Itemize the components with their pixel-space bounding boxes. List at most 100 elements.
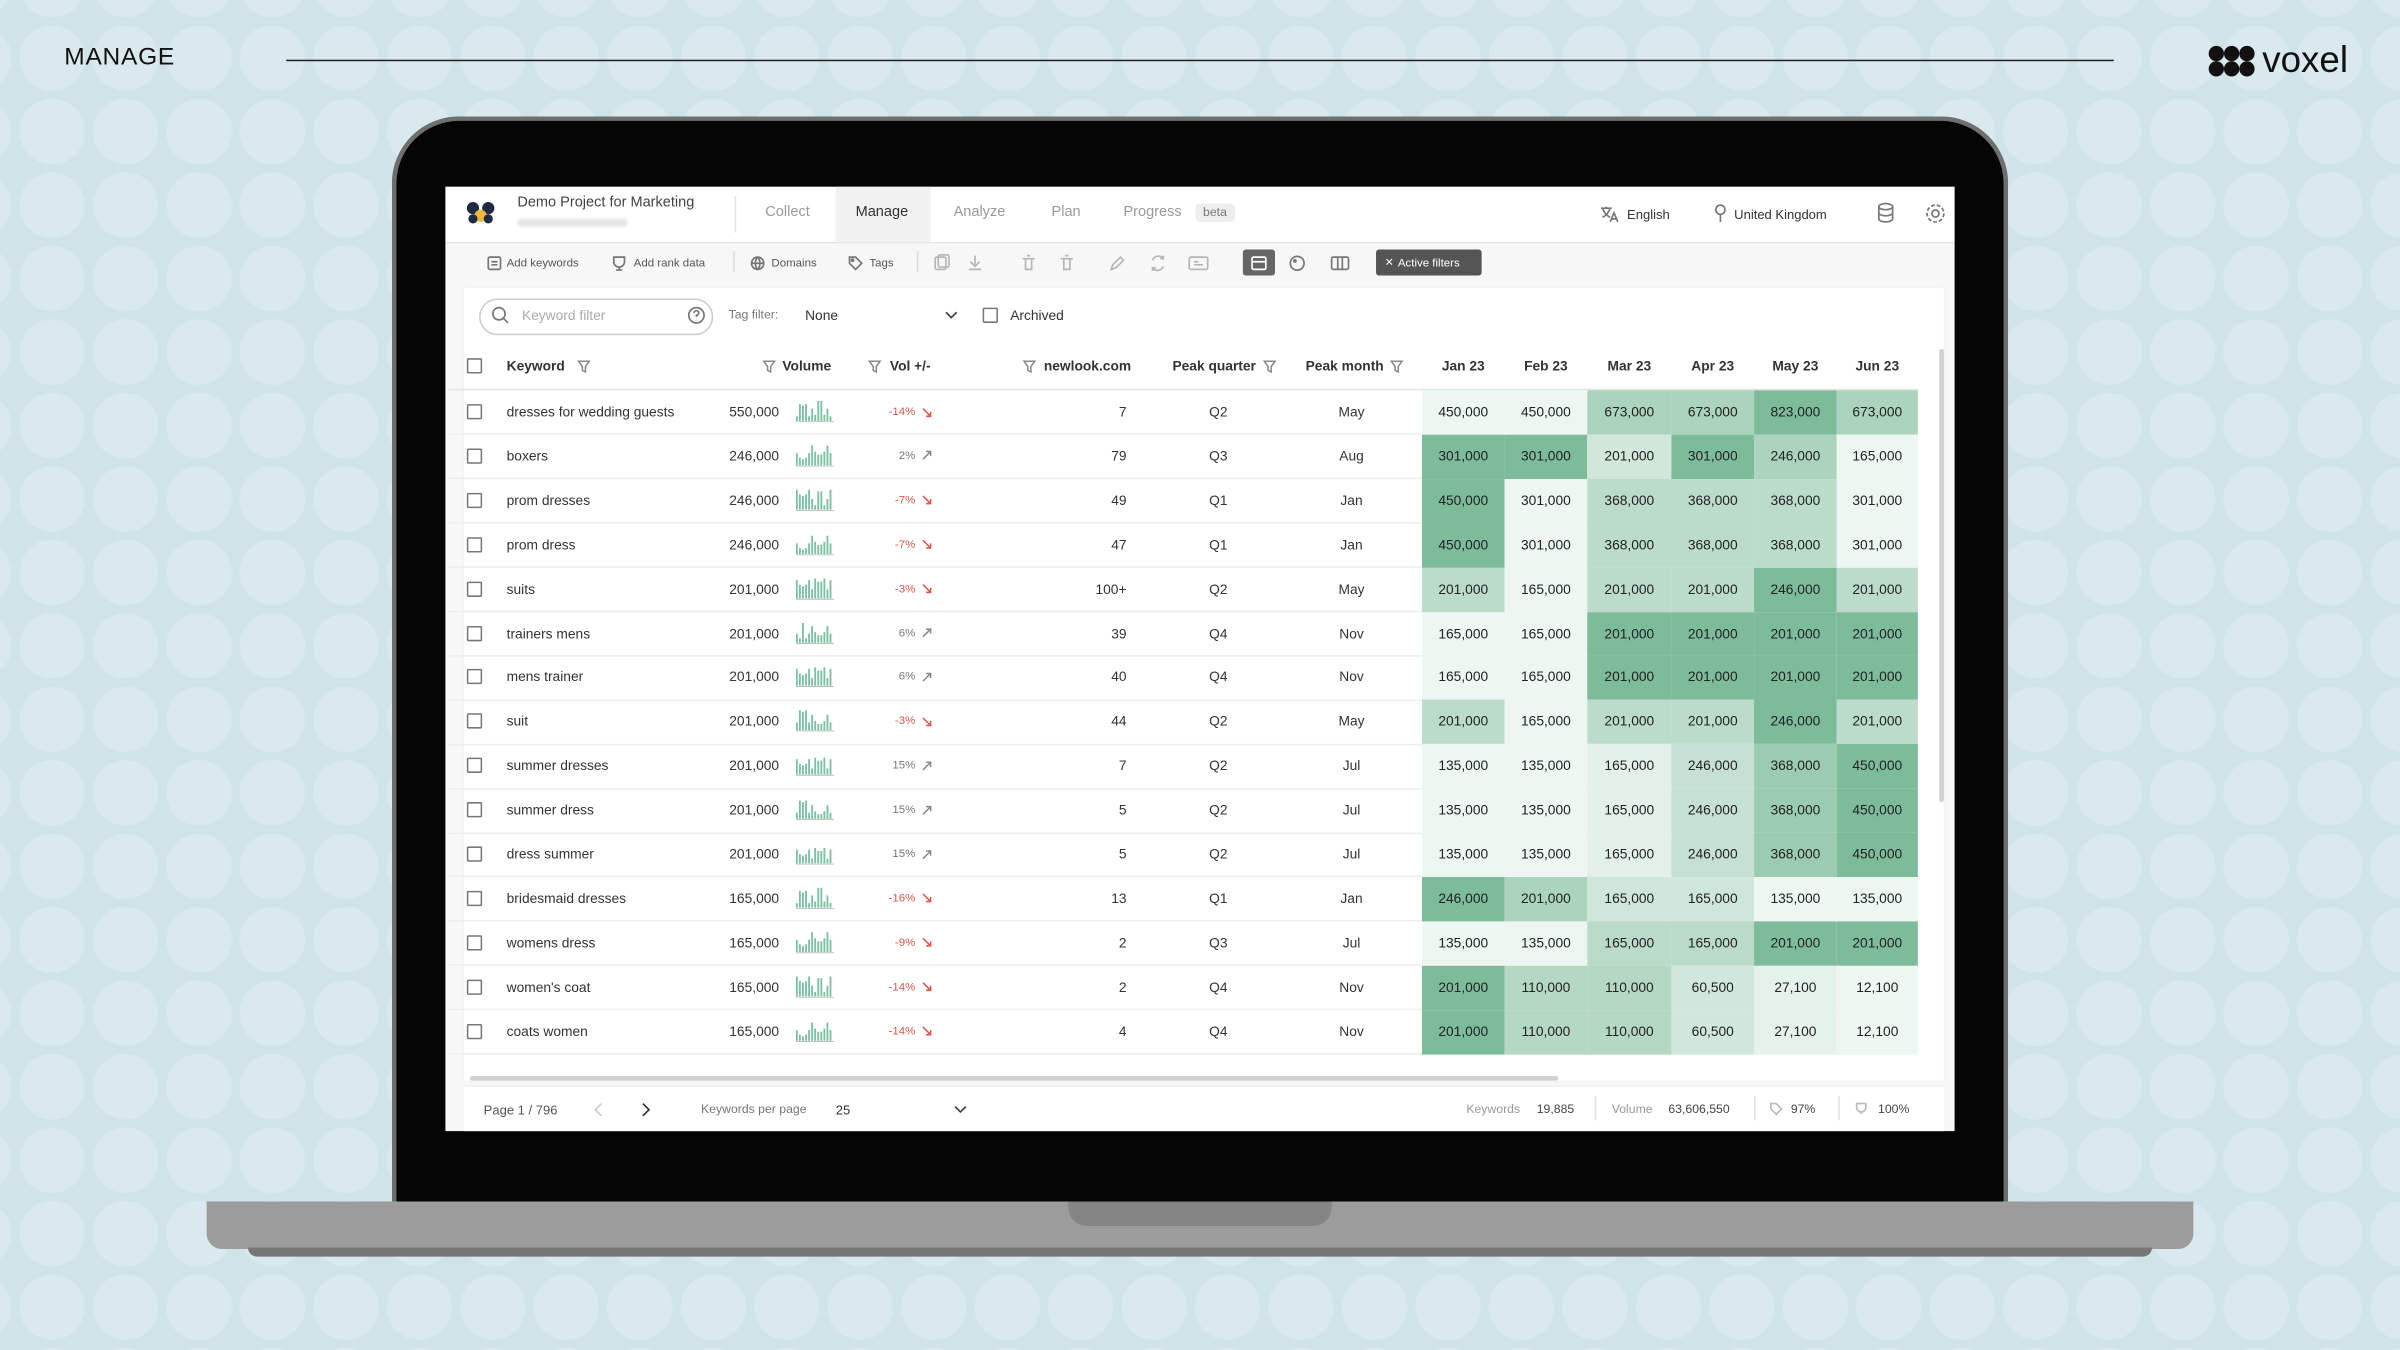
row-checkbox[interactable] [466,713,483,730]
column-header[interactable]: Volume [782,358,832,374]
toolbar-button[interactable]: Domains [771,255,817,270]
keyword[interactable]: suit [506,713,529,730]
volume-change: 15% [892,802,916,816]
keyword[interactable]: trainers mens [506,625,591,641]
keyword[interactable]: womens dress [506,934,596,951]
volume-cell: 201,000 [1754,611,1837,656]
keyword-search[interactable] [479,298,714,336]
keyword[interactable]: suits [506,581,535,597]
settings-icon[interactable] [1924,202,1947,225]
toolbar-button[interactable]: Add keywords [506,255,579,270]
keyword[interactable]: dress summer [506,846,594,862]
keyword[interactable]: boxers [506,448,548,464]
column-header[interactable]: Keyword [506,358,565,374]
column-header[interactable]: Jun 23 [1855,358,1900,374]
rank: 44 [1111,713,1127,730]
row-checkbox[interactable] [466,802,483,818]
filter-icon[interactable] [1389,360,1404,374]
toolbar-button[interactable]: Add rank data [633,255,706,270]
tab[interactable]: Analyze [953,203,1006,221]
volume-cell: 201,000 [1836,611,1918,656]
keyword[interactable]: coats women [506,1023,588,1039]
peak-quarter: Q2 [1209,846,1228,862]
volume-cell: 165,000 [1587,788,1672,833]
database-icon[interactable] [1877,202,1895,223]
location[interactable]: United Kingdom [1734,206,1827,222]
column-header[interactable]: Apr 23 [1691,358,1735,374]
filter-icon[interactable] [1022,360,1037,374]
row-checkbox[interactable] [466,1023,483,1039]
v-scrollbar[interactable] [1939,348,1944,803]
volume-cell: 201,000 [1754,655,1837,700]
volume-cell: 368,000 [1587,478,1672,524]
volume-cell: 201,000 [1587,655,1672,700]
row-checkbox[interactable] [466,846,483,862]
rank: 7 [1118,757,1127,774]
volume-cell: 201,000 [1671,655,1755,700]
h-scrollbar[interactable] [469,1076,1559,1081]
row-rule [448,743,1918,746]
toolbar-icons[interactable] [934,254,1240,272]
filter-icon[interactable] [1262,360,1277,374]
row-checkbox[interactable] [466,536,483,553]
tab[interactable]: Manage [855,203,909,221]
project-name[interactable]: Demo Project for Marketing [517,194,695,212]
trend-arrow [922,407,932,417]
keyword[interactable]: prom dresses [506,492,591,508]
footer [463,1085,1944,1132]
keyword[interactable]: dresses for wedding guests [506,404,675,420]
column-header[interactable]: Vol +/- [889,358,931,374]
tag-filter-label: Tag filter: [728,307,779,322]
per-page-value[interactable]: 25 [835,1102,851,1118]
row-checkbox[interactable] [466,669,483,685]
keyword[interactable]: summer dresses [506,757,609,774]
header-checkbox[interactable] [466,358,483,374]
column-header[interactable]: newlook.com [1043,358,1132,374]
column-header[interactable]: Feb 23 [1524,358,1568,374]
tag-filter-value[interactable]: None [805,307,839,323]
column-header[interactable]: Mar 23 [1607,358,1652,374]
chevron [954,1106,967,1114]
keyword[interactable]: mens trainer [506,669,584,685]
volume-cell: 201,000 [1836,567,1918,612]
row-checkbox[interactable] [466,492,483,508]
filter-icon[interactable] [762,360,776,374]
row-checkbox[interactable] [466,448,483,464]
row-checkbox[interactable] [466,757,483,774]
filter-icon[interactable] [577,360,591,374]
keyword[interactable]: women's coat [506,979,591,995]
row-checkbox[interactable] [466,581,483,597]
volume-cell: 450,000 [1421,478,1505,524]
toolbar-button[interactable]: Tags [869,255,894,270]
column-header[interactable]: Peak quarter [1172,358,1256,374]
row-checkbox[interactable] [466,979,483,995]
column-header[interactable]: Peak month [1305,358,1384,374]
language[interactable]: English [1627,206,1670,222]
peak-quarter: Q4 [1209,669,1228,685]
pager-arrows[interactable] [594,1102,655,1117]
column-header[interactable]: May 23 [1772,358,1819,374]
tab[interactable]: Progress [1123,203,1182,221]
active-filters-text: Active filters [1397,255,1460,270]
volume-cell: 201,000 [1421,700,1505,745]
row-checkbox[interactable] [466,625,483,641]
keyword[interactable]: summer dress [506,802,594,818]
keyword[interactable]: prom dress [506,536,576,553]
filter-icon[interactable] [867,360,882,374]
trend-sparkline [795,847,835,865]
active-filters-button[interactable] [1376,249,1482,276]
row-checkbox[interactable] [466,890,483,906]
tab[interactable]: Collect [765,203,810,221]
volume-total: 63,606,550 [1668,1102,1730,1116]
view-icons[interactable] [1289,254,1381,272]
tab[interactable]: Plan [1051,203,1081,221]
rank: 100+ [1095,581,1127,597]
row-checkbox[interactable] [466,404,483,420]
volume-cell: 60,500 [1671,1009,1755,1054]
keyword[interactable]: bridesmaid dresses [506,890,627,906]
app-logo[interactable] [465,201,496,225]
row-checkbox[interactable] [466,934,483,951]
column-header[interactable]: Jan 23 [1441,358,1485,374]
archived-checkbox[interactable] [982,307,998,323]
